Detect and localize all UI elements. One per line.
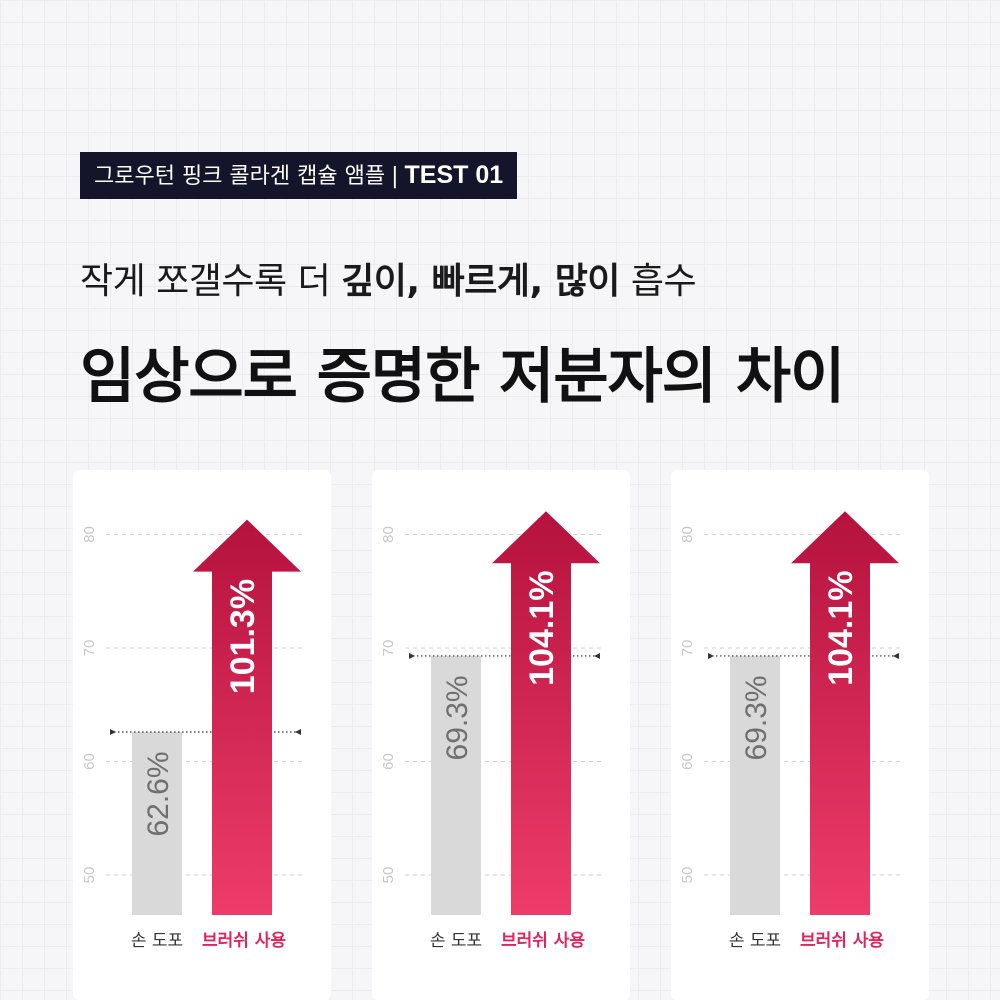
value-label-brush: 101.3% — [224, 579, 262, 694]
chart-card-1: 50 60 70 80 62.6% 101.3% 손 도포 브러쉬 사용 — [73, 470, 331, 1000]
y-tick-label: 50 — [81, 867, 98, 884]
subtitle-strong: 깊이, 빠르게, 많이 — [341, 261, 620, 302]
category-label-brush: 브러쉬 사용 — [800, 931, 884, 951]
y-tick-label: 70 — [380, 640, 397, 657]
category-label-brush: 브러쉬 사용 — [501, 931, 585, 951]
category-label-hand: 손 도포 — [430, 931, 482, 951]
y-tick-label: 70 — [81, 640, 98, 657]
y-tick-label: 50 — [380, 867, 397, 884]
test-tag: 그로우턴 핑크 콜라겐 캡슐 앰플 | TEST 01 — [80, 152, 518, 199]
tag-product-name: 그로우턴 핑크 콜라겐 캡슐 앰플 — [94, 164, 386, 189]
bar-hand-application — [730, 655, 780, 915]
reference-arrow-right — [594, 652, 600, 659]
bar-hand-application — [132, 731, 182, 915]
subtitle-plain: 작게 쪼갤수록 더 — [80, 261, 342, 302]
reference-arrow-right — [893, 652, 899, 659]
subtitle: 작게 쪼갤수록 더 깊이, 빠르게, 많이 흡수 — [80, 252, 697, 304]
tag-separator: | — [391, 164, 399, 189]
chart-3: 50 60 70 80 69.3% 104.1% 손 도포 브러쉬 사용 — [679, 511, 901, 951]
bar-hand-application — [431, 655, 481, 915]
y-tick-label: 60 — [81, 753, 98, 770]
tag-test-number: TEST 01 — [404, 161, 504, 189]
chart-2: 50 60 70 80 69.3% 104.1% 손 도포 브러쉬 사용 — [380, 511, 602, 951]
chart-1: 50 60 70 80 62.6% 101.3% 손 도포 브러쉬 사용 — [81, 519, 303, 951]
category-label-hand: 손 도포 — [729, 931, 781, 951]
value-label-brush: 104.1% — [523, 571, 561, 686]
page-title: 임상으로 증명한 저분자의 차이 — [80, 342, 845, 412]
chart-card-3: 50 60 70 80 69.3% 104.1% 손 도포 브러쉬 사용 — [671, 470, 929, 1000]
y-tick-label: 70 — [679, 640, 696, 657]
category-label-brush: 브러쉬 사용 — [202, 931, 286, 951]
subtitle-tail: 흡수 — [619, 261, 697, 302]
reference-arrow-left — [110, 728, 116, 735]
reference-arrow-right — [295, 728, 301, 735]
reference-arrow-left — [708, 652, 714, 659]
value-label-hand: 62.6% — [142, 751, 175, 836]
y-tick-label: 80 — [380, 526, 397, 543]
y-tick-label: 50 — [679, 867, 696, 884]
category-label-hand: 손 도포 — [131, 931, 183, 951]
y-tick-label: 80 — [679, 526, 696, 543]
y-tick-label: 60 — [380, 753, 397, 770]
bar-brush-arrow — [193, 519, 301, 915]
bar-brush-arrow — [791, 511, 899, 915]
bar-brush-arrow — [492, 511, 600, 915]
reference-arrow-left — [409, 652, 415, 659]
value-label-hand: 69.3% — [740, 675, 773, 760]
value-label-hand: 69.3% — [441, 675, 474, 760]
y-tick-label: 60 — [679, 753, 696, 770]
chart-card-2: 50 60 70 80 69.3% 104.1% 손 도포 브러쉬 사용 — [372, 470, 630, 1000]
value-label-brush: 104.1% — [822, 571, 860, 686]
y-tick-label: 80 — [81, 526, 98, 543]
